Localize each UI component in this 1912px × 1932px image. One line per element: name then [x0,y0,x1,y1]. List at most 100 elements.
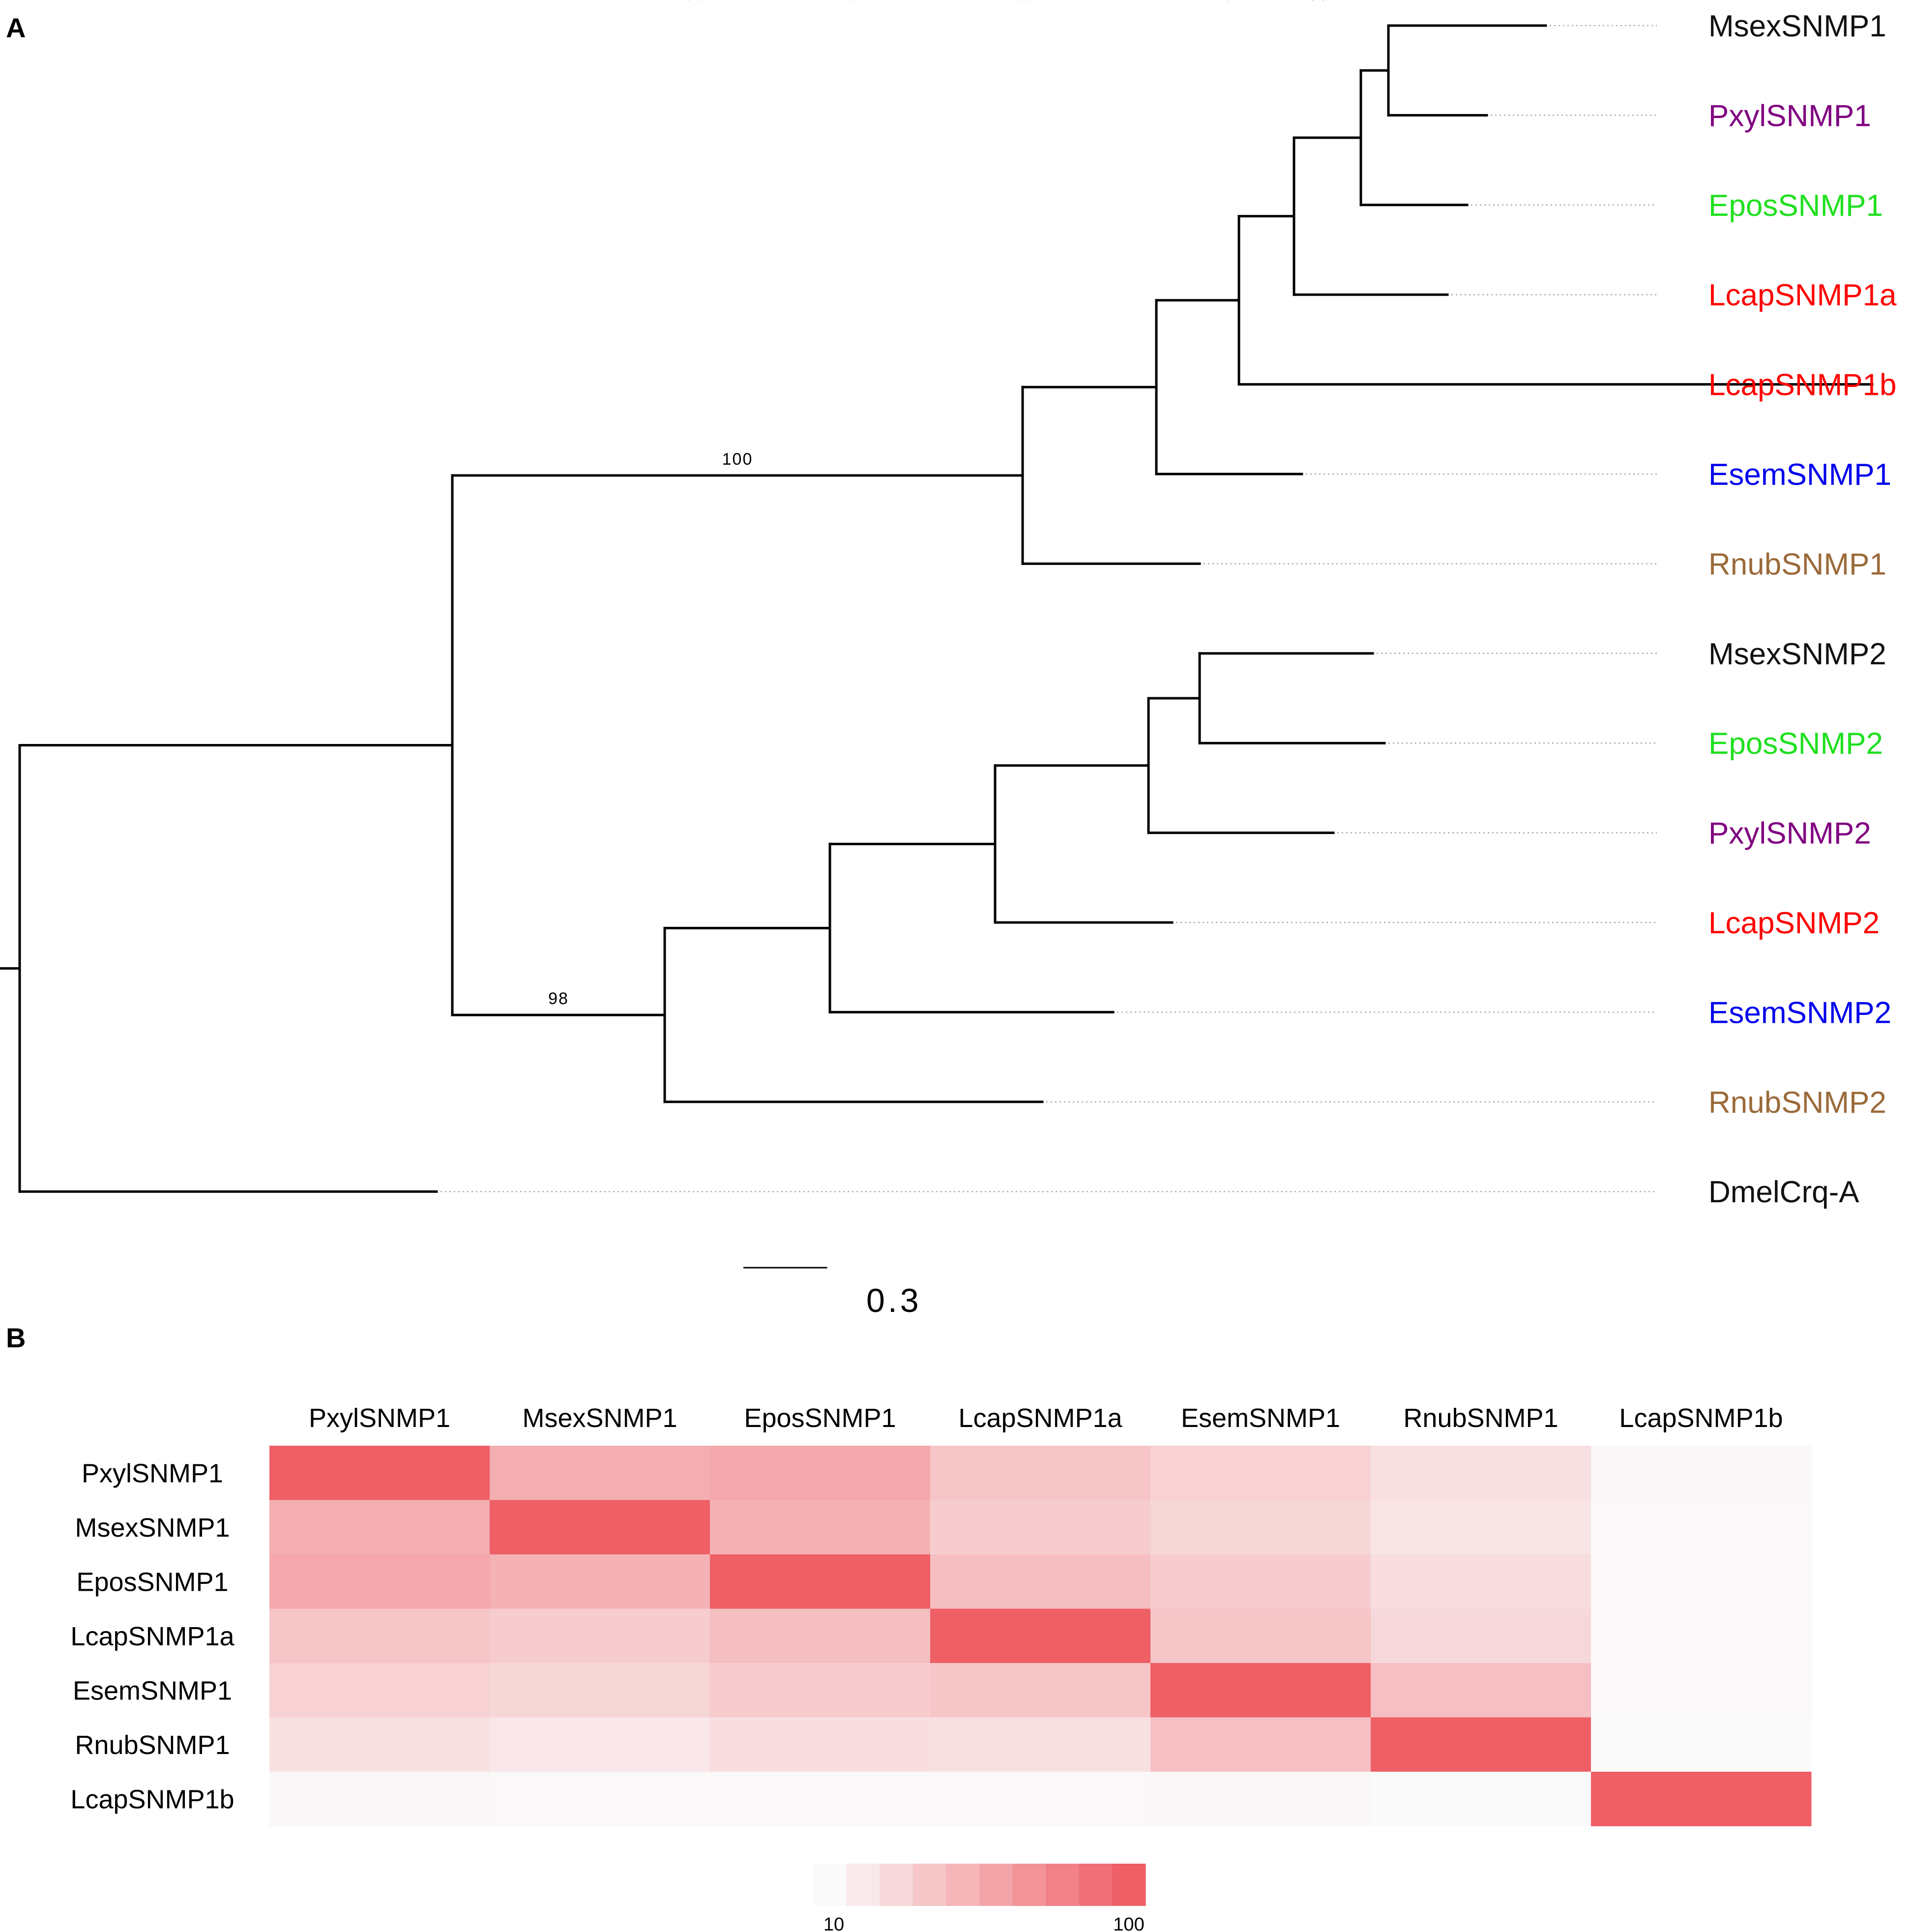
heatmap-cell-msexsnmp1-lcapsnmp1b [1591,1500,1812,1555]
leaf-label-dmelcrq-a: DmelCrq-A [1708,1175,1859,1209]
leaf-label-lcapsnmp1a: LcapSNMP1a [1708,278,1897,312]
heatmap-cell-msexsnmp1-esemsnmp1 [1150,1500,1371,1555]
heatmap-cell-lcapsnmp1b-esemsnmp1 [1150,1772,1371,1826]
heatmap-cell-rnubsnmp1-lcapsnmp1a [930,1717,1151,1772]
heatmap-cell-lcapsnmp1b-epossnmp1 [710,1772,931,1826]
heatmap-cell-epossnmp1-lcapsnmp1b [1591,1554,1812,1609]
heatmap-cell-epossnmp1-rnubsnmp1 [1371,1554,1591,1609]
heatmap-cell-pxylsnmp1-esemsnmp1 [1150,1446,1371,1500]
panel-b-label: B [6,1322,26,1353]
leaf-label-esemsnmp2: EsemSNMP2 [1708,996,1891,1030]
heatmap-cell-lcapsnmp1a-pxylsnmp1 [269,1608,490,1664]
heatmap-cell-msexsnmp1-pxylsnmp1 [269,1500,490,1555]
colorbar-swatch-3 [912,1864,946,1906]
panel-a-label: A [6,12,26,43]
leaf-label-pxylsnmp1: PxylSNMP1 [1708,99,1871,133]
heatmap-cell-pxylsnmp1-epossnmp1 [710,1446,931,1500]
support-label-n11: 98 [548,989,569,1008]
heatmap-row-label-lcapsnmp1b: LcapSNMP1b [70,1784,234,1814]
heatmap-col-label-lcapsnmp1b: LcapSNMP1b [1619,1403,1783,1433]
heatmap-cell-lcapsnmp1a-epossnmp1 [710,1608,931,1664]
heatmap-col-label-esemsnmp1: EsemSNMP1 [1181,1403,1340,1433]
heatmap-cell-msexsnmp1-msexsnmp1 [490,1500,710,1555]
heatmap-row-label-epossnmp1: EposSNMP1 [76,1567,228,1597]
heatmap-cell-lcapsnmp1a-esemsnmp1 [1150,1608,1371,1664]
heatmap-cell-epossnmp1-msexsnmp1 [490,1554,710,1609]
heatmap-cell-pxylsnmp1-msexsnmp1 [490,1446,710,1500]
support-label-n11: 100 [674,0,705,4]
leaf-label-lcapsnmp1b: LcapSNMP1b [1708,368,1897,402]
heatmap-cell-lcapsnmp1b-pxylsnmp1 [269,1772,490,1826]
heatmap-cell-rnubsnmp1-rnubsnmp1 [1371,1717,1591,1772]
colorbar-swatch-0 [813,1864,847,1906]
identity-heatmap: PxylSNMP1 MsexSNMP1 EposSNMP1 LcapSNMP1a Ese… [70,1403,1812,1932]
heatmap-col-label-pxylsnmp1: PxylSNMP1 [309,1403,450,1433]
leaf-label-epossnmp1: EposSNMP1 [1708,189,1883,223]
leaf-label-rnubsnmp2: RnubSNMP2 [1708,1086,1886,1120]
heatmap-cell-pxylsnmp1-lcapsnmp1b [1591,1446,1812,1500]
heatmap-col-label-lcapsnmp1a: LcapSNMP1a [958,1403,1122,1433]
heatmap-cell-pxylsnmp1-pxylsnmp1 [269,1446,490,1500]
support-label-n3: 85 [1308,0,1329,4]
heatmap-cell-pxylsnmp1-rnubsnmp1 [1371,1446,1591,1500]
heatmap-cell-lcapsnmp1b-rnubsnmp1 [1371,1772,1591,1826]
colorbar-swatch-6 [1012,1864,1046,1906]
heatmap-cell-lcapsnmp1a-lcapsnmp1a [930,1608,1151,1664]
leaf-label-pxylsnmp2: PxylSNMP2 [1708,817,1871,851]
colorbar-swatch-8 [1079,1864,1113,1906]
colorbar-swatch-2 [880,1864,913,1906]
colorbar-min-label: 10 [824,1914,844,1932]
heatmap-row-label-esemsnmp1: EsemSNMP1 [73,1676,232,1705]
heatmap-cell-rnubsnmp1-lcapsnmp1b [1591,1717,1812,1772]
heatmap-cell-esemsnmp1-epossnmp1 [710,1663,931,1718]
heatmap-col-label-msexsnmp1: MsexSNMP1 [522,1403,677,1433]
heatmap-cell-esemsnmp1-rnubsnmp1 [1371,1663,1591,1718]
support-label-n10: 100 [839,0,870,4]
heatmap-cell-rnubsnmp1-esemsnmp1 [1150,1717,1371,1772]
colorbar-max-label: 100 [1113,1914,1144,1932]
heatmap-cell-lcapsnmp1a-lcapsnmp1b [1591,1608,1812,1664]
heatmap-cell-lcapsnmp1b-lcapsnmp1b [1591,1772,1812,1826]
heatmap-cell-msexsnmp1-epossnmp1 [710,1500,931,1555]
leaf-label-esemsnmp1: EsemSNMP1 [1708,458,1891,492]
support-label-n7: 70 [1214,0,1235,4]
heatmap-cell-rnubsnmp1-pxylsnmp1 [269,1717,490,1772]
heatmap-col-label-epossnmp1: EposSNMP1 [744,1403,896,1433]
phylogenetic-tree: 85 70 100 100 100 100 98 MsexSNMP1 PxylSNMP1 Epos… [0,0,1897,1319]
support-label-n6: 100 [722,450,753,469]
heatmap-cell-pxylsnmp1-lcapsnmp1a [930,1446,1151,1500]
heatmap-cell-rnubsnmp1-epossnmp1 [710,1717,931,1772]
colorbar-swatch-7 [1046,1864,1080,1906]
heatmap-cell-epossnmp1-pxylsnmp1 [269,1554,490,1609]
heatmap-cell-lcapsnmp1a-msexsnmp1 [490,1608,710,1664]
heatmap-cell-rnubsnmp1-msexsnmp1 [490,1717,710,1772]
heatmap-cell-esemsnmp1-msexsnmp1 [490,1663,710,1718]
heatmap-cell-msexsnmp1-rnubsnmp1 [1371,1500,1591,1555]
heatmap-cell-esemsnmp1-lcapsnmp1a [930,1663,1151,1718]
heatmap-cell-esemsnmp1-lcapsnmp1b [1591,1663,1812,1718]
heatmap-cell-esemsnmp1-pxylsnmp1 [269,1663,490,1718]
heatmap-row-label-pxylsnmp1: PxylSNMP1 [82,1458,223,1488]
support-label-n9: 100 [1004,0,1035,4]
colorbar-swatch-1 [846,1864,880,1906]
heatmap-col-label-rnubsnmp1: RnubSNMP1 [1403,1403,1558,1433]
leaf-label-epossnmp2: EposSNMP2 [1708,727,1883,761]
colorbar-swatch-5 [979,1864,1013,1906]
heatmap-cell-esemsnmp1-esemsnmp1 [1150,1663,1371,1718]
heatmap-row-label-lcapsnmp1a: LcapSNMP1a [70,1622,235,1651]
heatmap-cell-lcapsnmp1b-msexsnmp1 [490,1772,710,1826]
scale-bar-label: 0.3 [866,1282,922,1319]
leaf-label-msexsnmp2: MsexSNMP2 [1708,637,1886,671]
heatmap-cell-epossnmp1-epossnmp1 [710,1554,931,1609]
leaf-label-rnubsnmp1: RnubSNMP1 [1708,547,1886,581]
colorbar-swatch-4 [946,1864,980,1906]
heatmap-cell-lcapsnmp1a-rnubsnmp1 [1371,1608,1591,1664]
colorbar-swatch-9 [1112,1864,1146,1906]
heatmap-cell-epossnmp1-esemsnmp1 [1150,1554,1371,1609]
leaf-label-lcapsnmp2: LcapSNMP2 [1708,906,1880,940]
heatmap-cell-epossnmp1-lcapsnmp1a [930,1554,1151,1609]
heatmap-row-label-msexsnmp1: MsexSNMP1 [75,1513,230,1543]
heatmap-cell-lcapsnmp1b-lcapsnmp1a [930,1772,1151,1826]
heatmap-row-label-rnubsnmp1: RnubSNMP1 [75,1730,230,1760]
